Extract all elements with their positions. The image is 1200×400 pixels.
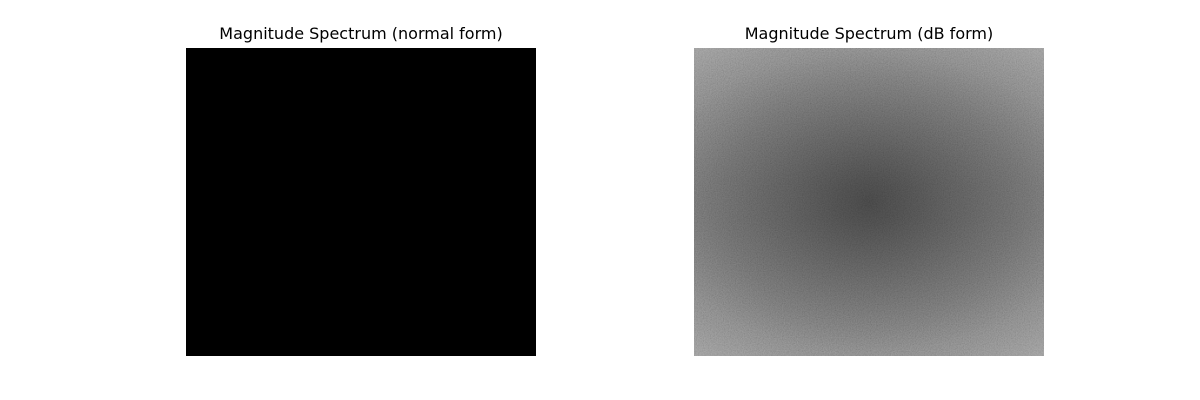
db-spectrum-svg [694, 48, 1044, 356]
db-spectrum-image [694, 48, 1044, 356]
right-panel-title: Magnitude Spectrum (dB form) [744, 24, 994, 43]
left-panel-title: Magnitude Spectrum (normal form) [219, 24, 503, 43]
db-spectrum-grain [694, 48, 1044, 356]
normal-spectrum-image [186, 48, 536, 356]
